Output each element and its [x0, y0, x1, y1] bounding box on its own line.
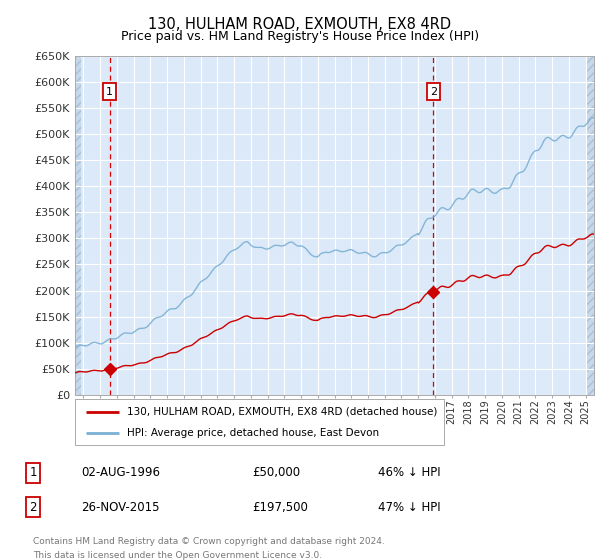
Text: Contains HM Land Registry data © Crown copyright and database right 2024.: Contains HM Land Registry data © Crown c…: [33, 537, 385, 546]
Bar: [75, 56, 80, 395]
Text: 26-NOV-2015: 26-NOV-2015: [81, 501, 160, 514]
Text: HPI: Average price, detached house, East Devon: HPI: Average price, detached house, East…: [127, 428, 379, 438]
Text: 2: 2: [430, 87, 437, 96]
Text: £50,000: £50,000: [252, 466, 300, 479]
Text: 46% ↓ HPI: 46% ↓ HPI: [378, 466, 440, 479]
Text: 1: 1: [106, 87, 113, 96]
Text: This data is licensed under the Open Government Licence v3.0.: This data is licensed under the Open Gov…: [33, 551, 322, 560]
Text: 47% ↓ HPI: 47% ↓ HPI: [378, 501, 440, 514]
Text: 1: 1: [29, 466, 37, 479]
Text: 130, HULHAM ROAD, EXMOUTH, EX8 4RD: 130, HULHAM ROAD, EXMOUTH, EX8 4RD: [148, 17, 452, 32]
Bar: [586, 56, 594, 395]
Text: Price paid vs. HM Land Registry's House Price Index (HPI): Price paid vs. HM Land Registry's House …: [121, 30, 479, 43]
Text: £197,500: £197,500: [252, 501, 308, 514]
Text: 2: 2: [29, 501, 37, 514]
Text: 02-AUG-1996: 02-AUG-1996: [81, 466, 160, 479]
Text: 130, HULHAM ROAD, EXMOUTH, EX8 4RD (detached house): 130, HULHAM ROAD, EXMOUTH, EX8 4RD (deta…: [127, 407, 437, 417]
